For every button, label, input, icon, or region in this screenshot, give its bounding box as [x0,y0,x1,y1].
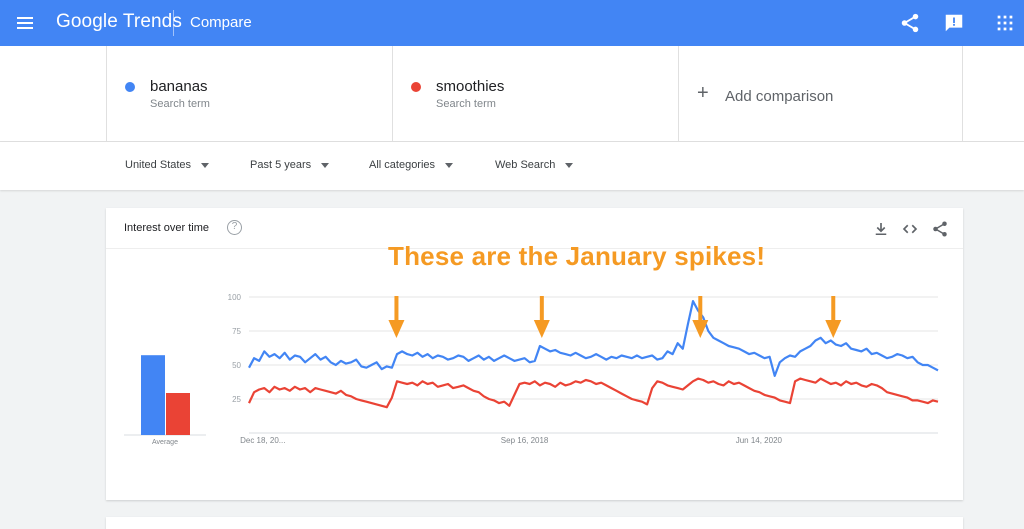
chart-labels: 25 50 75 100 Dec 18, 20... Sep 16, 2018 Jun 14… [152,293,783,446]
search-type-value: Web Search [495,159,556,171]
filters-bar: United States Past 5 years All categorie… [0,142,1024,190]
menu-icon[interactable] [14,14,36,32]
series-line-smoothies [248,377,939,409]
arrow-down-icon [825,296,842,338]
y-tick-label: 100 [228,293,242,302]
header-divider [173,10,174,36]
logo-google-text: Google [56,11,118,32]
annotation-text: These are the January spikes! [388,241,766,271]
y-tick-label: 75 [232,327,241,336]
chart-lines [248,299,939,409]
region-value: United States [125,159,192,171]
apps-grid-icon[interactable] [994,12,1016,34]
spike-arrows [388,296,842,338]
plus-icon: + [697,82,709,104]
interest-over-time-card: Interest over time ? 25 50 75 100 Dec 18, 20… [106,208,963,500]
y-tick-label: 25 [232,395,241,404]
chevron-down-icon [445,162,454,168]
y-tick-label: 50 [232,361,241,370]
term-subtitle: Search term [150,98,210,110]
time-range-value: Past 5 years [250,159,312,171]
time-range-dropdown[interactable]: Past 5 years [250,159,330,171]
term-name: smoothies [436,78,505,95]
average-label: Average [152,439,178,446]
top-app-bar: Google Trends Compare [0,0,1024,46]
term-color-dot [125,82,135,92]
region-dropdown[interactable]: United States [125,159,210,171]
add-comparison-label: Add comparison [725,88,834,105]
chevron-down-icon [565,162,574,168]
x-tick-label: Sep 16, 2018 [501,436,549,445]
comparison-terms-bar: bananas Search term smoothies Search ter… [0,46,1024,142]
category-value: All categories [369,159,436,171]
term-name: bananas [150,78,208,95]
average-bar-smoothies [166,393,190,435]
term-card-bananas[interactable]: bananas Search term [106,46,392,142]
series-line-bananas [248,299,939,377]
share-icon[interactable] [931,220,949,238]
next-card [106,517,963,529]
chevron-down-icon [321,162,330,168]
term-subtitle: Search term [436,98,496,110]
x-tick-label: Jun 14, 2020 [736,436,783,445]
term-color-dot [411,82,421,92]
chart-grid [249,296,938,434]
google-trends-logo[interactable]: Google Trends [56,11,182,33]
arrow-down-icon [533,296,550,338]
x-tick-label: Dec 18, 20... [240,436,285,445]
feedback-icon[interactable] [943,12,965,34]
average-bars [124,355,206,436]
term-card-smoothies[interactable]: smoothies Search term [392,46,678,142]
search-type-dropdown[interactable]: Web Search [495,159,574,171]
logo-trends-text: Trends [122,11,182,32]
arrow-down-icon [388,296,405,338]
chevron-down-icon [201,162,210,168]
interest-over-time-chart: 25 50 75 100 Dec 18, 20... Sep 16, 2018 Jun 14… [124,293,939,446]
card-title: Interest over time [124,222,209,234]
arrow-down-icon [692,296,709,338]
download-icon[interactable] [872,220,890,238]
category-dropdown[interactable]: All categories [369,159,454,171]
page-title: Compare [190,14,252,31]
share-icon[interactable] [899,12,921,34]
add-comparison-button[interactable]: + Add comparison [678,46,963,142]
card-divider [106,248,963,249]
help-icon[interactable]: ? [227,220,242,235]
average-bar-bananas [141,355,165,435]
embed-code-icon[interactable] [901,220,919,238]
